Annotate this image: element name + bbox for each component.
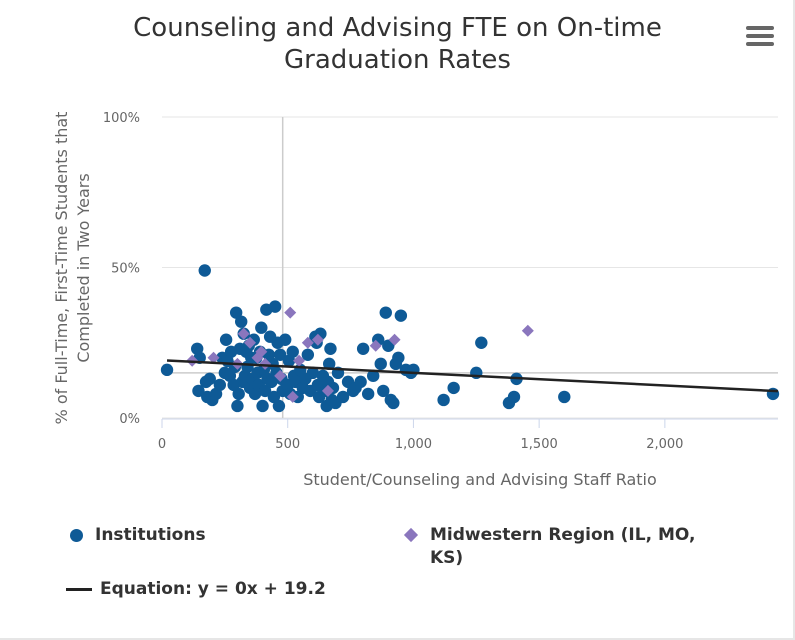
region-point[interactable] (274, 369, 287, 382)
region-point[interactable] (286, 390, 299, 403)
region-point[interactable] (207, 351, 220, 364)
institution-point[interactable] (267, 390, 281, 404)
legend-label-equation: Equation: y = 0x + 19.2 (100, 579, 326, 599)
trendline-icon (66, 588, 92, 591)
region-point[interactable] (255, 345, 268, 358)
region-point[interactable] (321, 384, 334, 397)
institution-point[interactable] (379, 306, 392, 319)
y-tick-label: 0% (119, 412, 140, 427)
diamond-marker-icon (403, 527, 419, 543)
institution-point[interactable] (306, 366, 320, 380)
institution-point[interactable] (219, 333, 233, 346)
legend-label-institutions: Institutions (95, 525, 206, 545)
institution-point[interactable] (272, 399, 286, 413)
institution-point[interactable] (377, 384, 390, 398)
institution-point[interactable] (265, 375, 278, 389)
legend-item-institutions[interactable]: Institutions (70, 524, 206, 547)
institution-point[interactable] (507, 390, 521, 404)
institution-point[interactable] (447, 381, 460, 395)
institution-point[interactable] (336, 390, 350, 404)
legend-item-equation[interactable]: Equation: y = 0x + 19.2 (66, 578, 326, 601)
institution-point[interactable] (203, 372, 216, 386)
institution-point[interactable] (273, 348, 287, 361)
institution-point[interactable] (324, 342, 337, 355)
hamburger-menu-icon[interactable] (746, 26, 774, 48)
institution-point[interactable] (301, 348, 315, 361)
y-tick-label: 100% (103, 111, 140, 126)
institution-point[interactable] (268, 300, 282, 313)
menu-bar (746, 42, 774, 46)
institution-point[interactable] (279, 333, 292, 346)
institution-point[interactable] (229, 306, 243, 319)
institution-point[interactable] (392, 351, 405, 364)
region-point[interactable] (311, 333, 324, 346)
x-axis-title: Student/Counseling and Advising Staff Ra… (303, 470, 657, 489)
institution-point[interactable] (192, 384, 205, 398)
region-point[interactable] (301, 336, 314, 349)
institution-point[interactable] (558, 390, 571, 404)
legend-item-region[interactable]: Midwestern Region (IL, MO, KS) (403, 524, 704, 570)
institution-point[interactable] (394, 309, 408, 322)
region-point[interactable] (259, 357, 272, 370)
institution-point[interactable] (382, 339, 395, 352)
institution-point[interactable] (255, 321, 268, 334)
x-tick-label: 500 (275, 437, 300, 452)
institution-point[interactable] (387, 396, 400, 410)
region-point[interactable] (369, 339, 382, 352)
institution-point[interactable] (213, 378, 227, 392)
institution-point[interactable] (367, 369, 380, 383)
menu-bar (746, 26, 774, 30)
x-tick-label: 2,000 (646, 437, 683, 452)
x-tick-label: 1,000 (395, 437, 432, 452)
circle-marker-icon (70, 529, 83, 542)
y-axis-title: % of Full-Time, First-Time Students that… (52, 112, 93, 425)
institution-point[interactable] (231, 399, 244, 413)
menu-bar (746, 34, 774, 38)
region-point[interactable] (388, 333, 401, 346)
y-tick-label: 50% (111, 262, 140, 277)
region-point[interactable] (244, 336, 256, 349)
region-point[interactable] (521, 324, 534, 337)
institution-point[interactable] (361, 387, 375, 401)
institution-point[interactable] (256, 399, 269, 413)
x-tick-label: 1,500 (521, 437, 558, 452)
institution-point[interactable] (198, 264, 211, 277)
institution-point[interactable] (437, 393, 450, 407)
institution-point[interactable] (323, 357, 336, 371)
institution-point[interactable] (374, 357, 387, 371)
institution-point[interactable] (258, 384, 272, 398)
trendline (166, 359, 779, 393)
region-point[interactable] (237, 327, 250, 340)
institution-point[interactable] (354, 375, 367, 389)
institution-point[interactable] (475, 336, 488, 349)
chart-title: Counseling and Advising FTE on On-time G… (133, 13, 662, 75)
institution-point[interactable] (286, 345, 299, 358)
region-point[interactable] (284, 306, 297, 319)
institution-point[interactable] (160, 363, 174, 377)
institution-point[interactable] (235, 315, 248, 328)
institution-point[interactable] (356, 342, 370, 355)
institution-point[interactable] (232, 387, 245, 401)
x-tick-label: 0 (158, 437, 166, 452)
legend-label-region: Midwestern Region (IL, MO, KS) (430, 525, 696, 568)
region-point[interactable] (293, 354, 306, 367)
